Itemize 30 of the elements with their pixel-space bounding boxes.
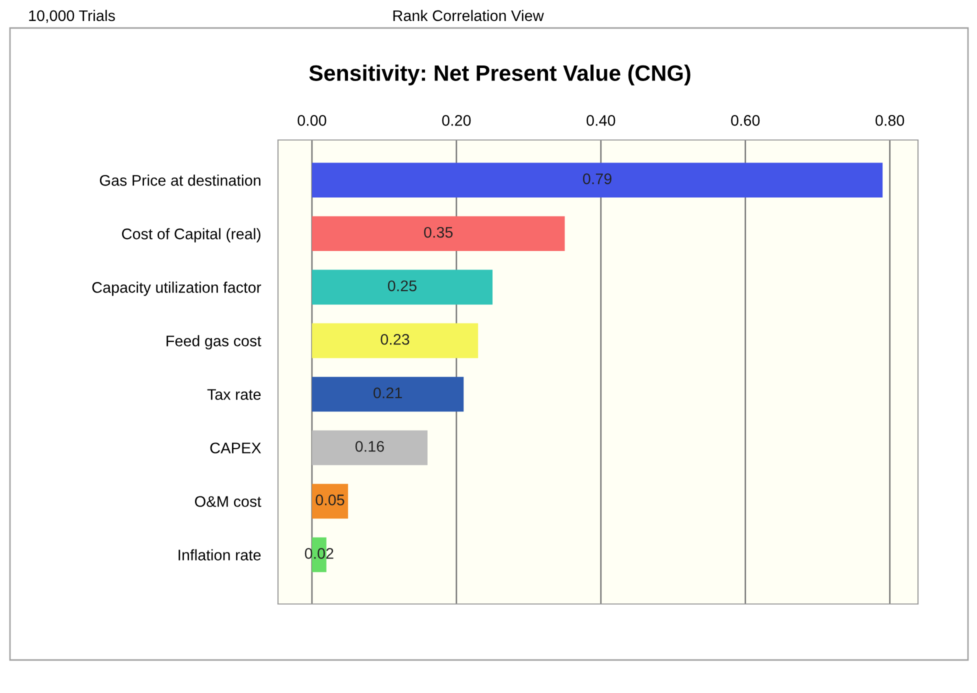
- bar: [312, 430, 428, 466]
- x-tick-label: 0.20: [442, 115, 471, 126]
- x-tick-label: 0.40: [586, 115, 616, 126]
- bar: [312, 323, 478, 358]
- y-tick-label: Tax rate: [207, 389, 261, 400]
- data-label: 0.25: [388, 280, 416, 292]
- y-tick-label: Inflation rate: [178, 549, 261, 560]
- data-label: 0.35: [424, 226, 453, 238]
- text: 10,000 Trials: [29, 10, 115, 23]
- data-label: 0.21: [374, 387, 402, 398]
- x-tick-label: 0.60: [731, 115, 760, 126]
- x-tick-label: 0.00: [298, 115, 326, 126]
- x-tick-label: 0.80: [876, 115, 904, 126]
- chart-title: Sensitivity: Net Present Value (CNG): [309, 64, 690, 86]
- y-tick-label: Gas Price at destination: [100, 174, 260, 186]
- y-tick-label: Feed gas cost: [166, 335, 262, 350]
- y-tick-label: Cost of Capital (real): [122, 228, 260, 242]
- bar: [312, 484, 348, 519]
- bar: [312, 162, 883, 198]
- data-label: 0.79: [583, 173, 612, 184]
- data-label: 0.16: [355, 441, 384, 452]
- data-label: 0.23: [380, 334, 410, 345]
- y-tick-label: Capacity utilization factor: [92, 282, 262, 296]
- data-label: 0.05: [316, 494, 344, 506]
- bar: [312, 270, 493, 305]
- y-tick-label: CAPEX: [210, 442, 262, 454]
- y-tick-label: O&M cost: [194, 496, 262, 507]
- bar: [312, 376, 464, 412]
- bar: [312, 216, 565, 252]
- text: Rank Correlation View: [393, 10, 544, 22]
